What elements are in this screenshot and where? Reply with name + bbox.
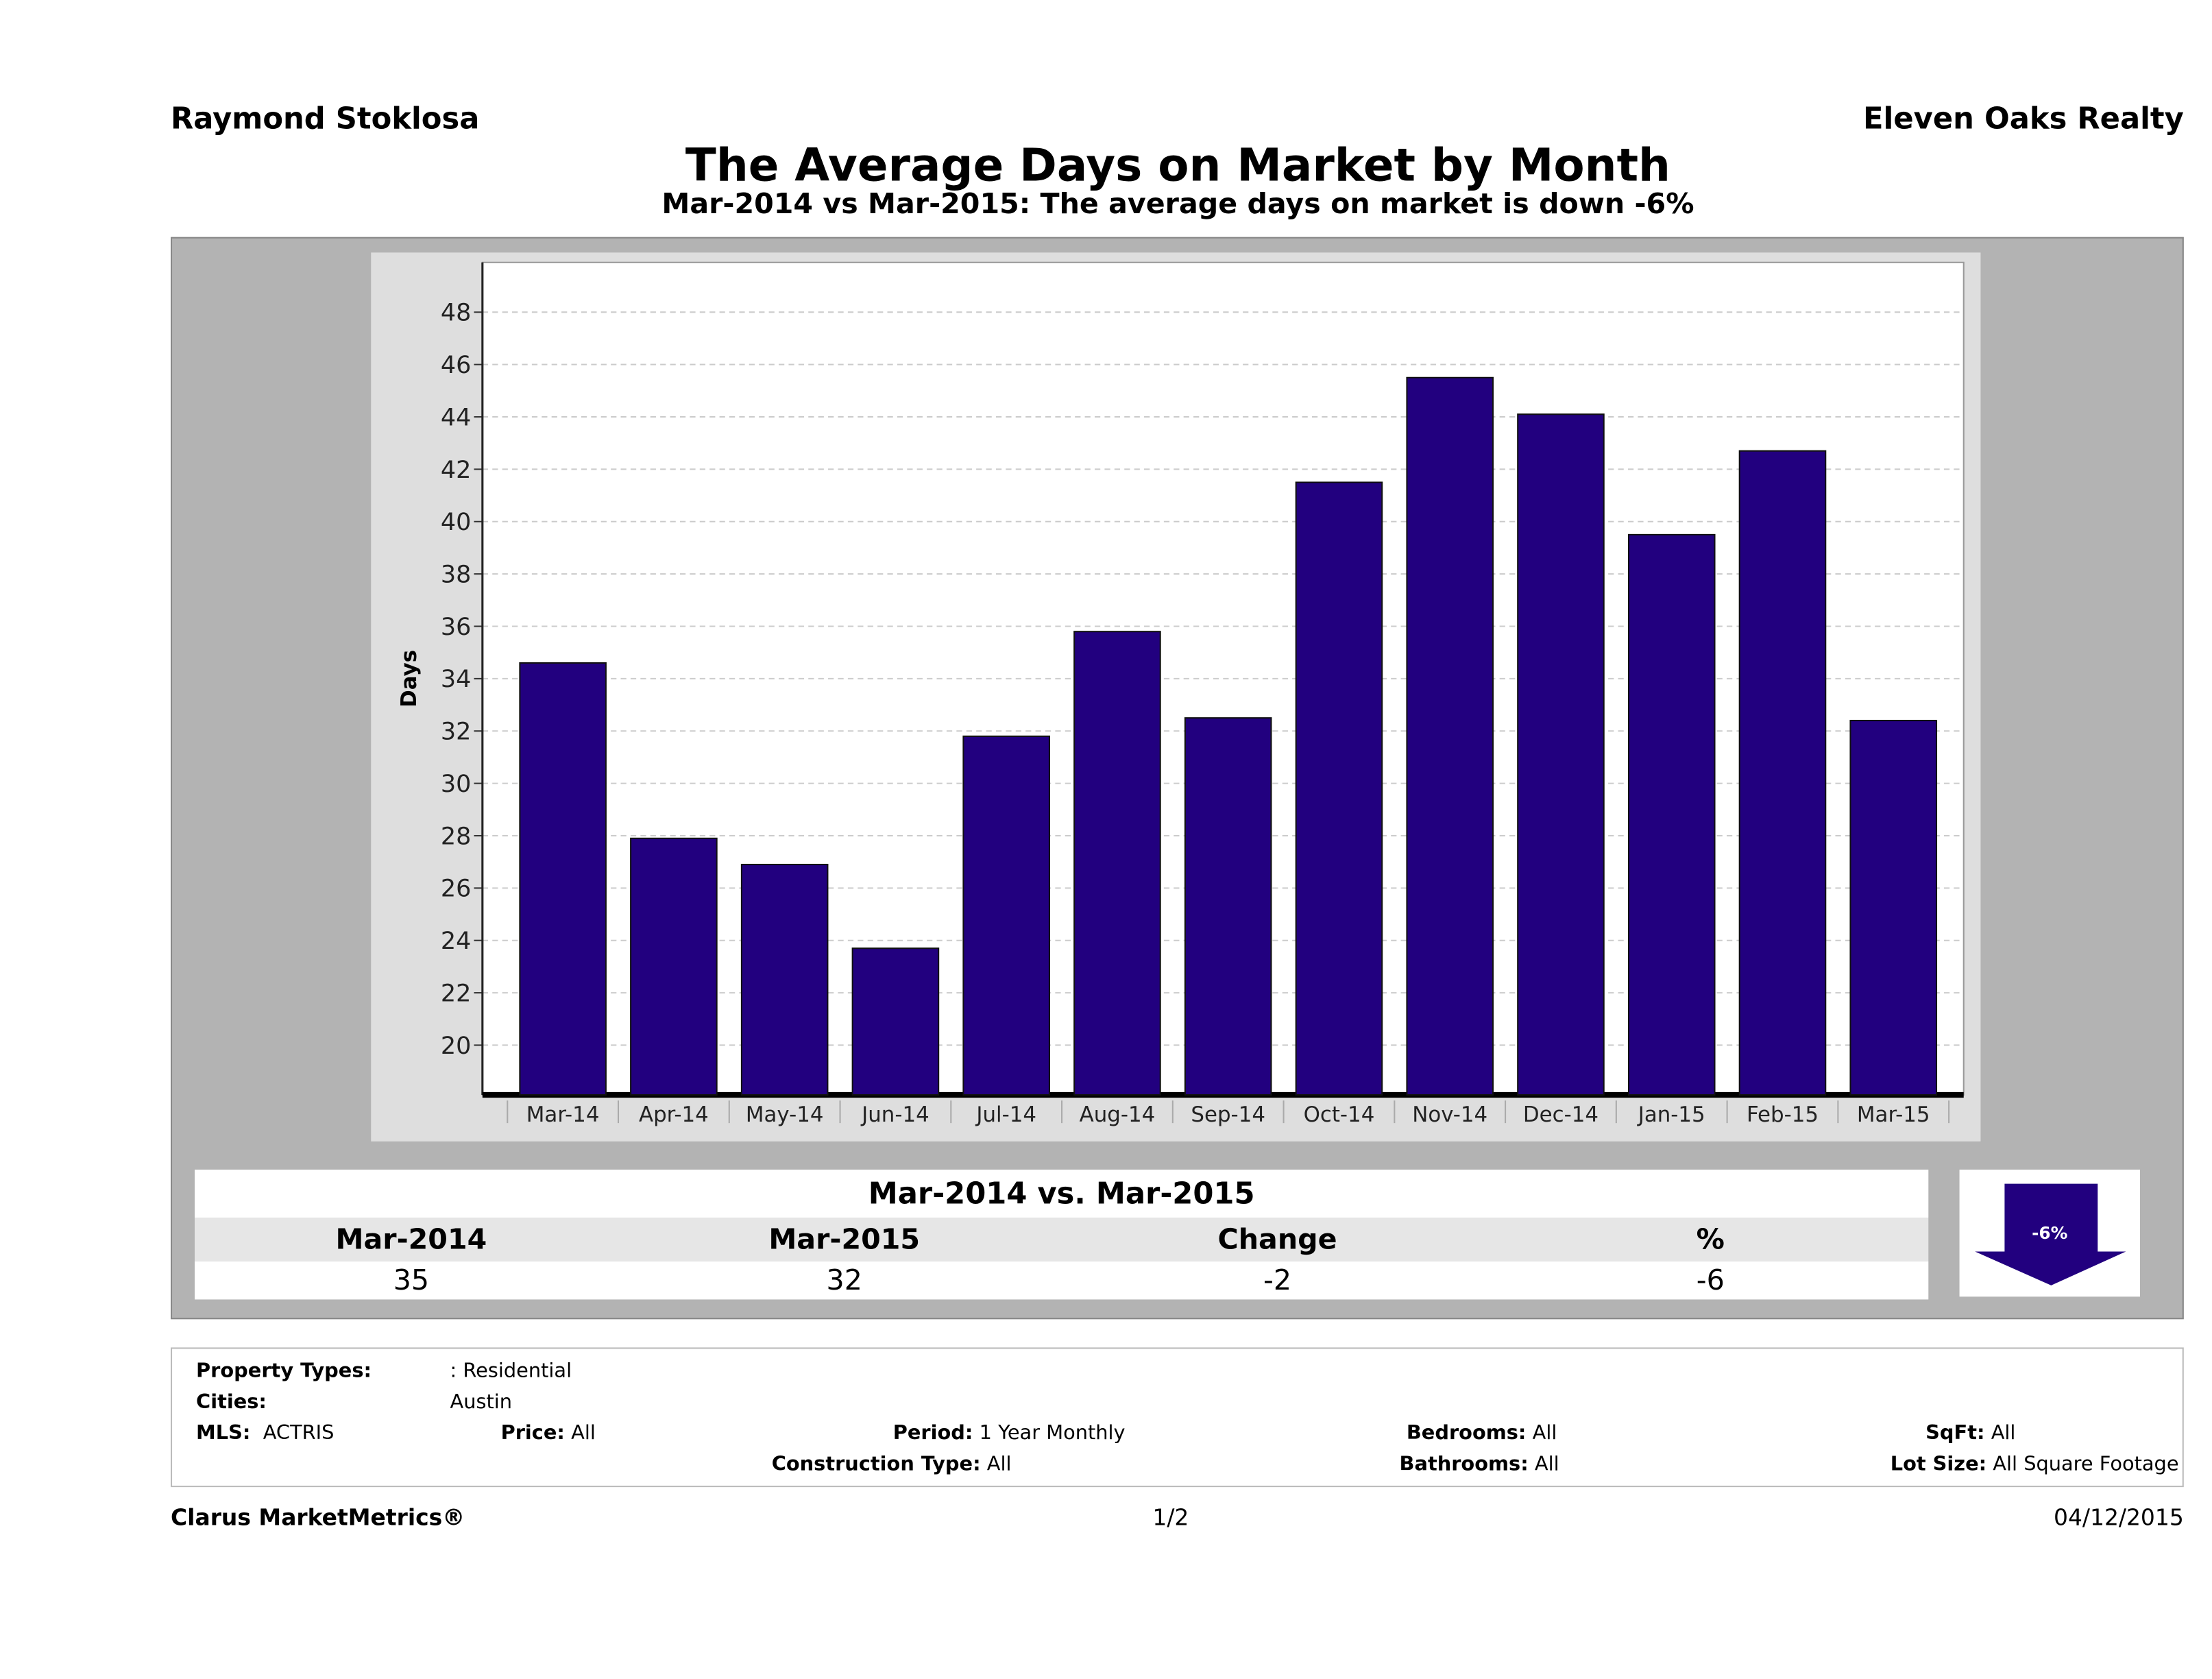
y-tick-label: 22: [441, 980, 471, 1007]
bar-dec-14: [1517, 413, 1605, 1096]
x-tick-label: Feb-15: [1747, 1102, 1819, 1127]
agent-name: Raymond Stoklosa: [171, 101, 480, 136]
footer-date: 04/12/2015: [2053, 1503, 2184, 1531]
bar-mar-14: [519, 662, 607, 1096]
y-tick-label: 38: [441, 561, 471, 589]
comparison-table: Mar-2014 vs. Mar-2015 Mar-2014 Mar-2015 …: [195, 1170, 1929, 1300]
x-tick-label: Nov-14: [1412, 1102, 1487, 1127]
x-tick-label: Dec-14: [1523, 1102, 1599, 1127]
footer-page-number: 1/2: [1152, 1503, 1189, 1531]
x-tick-label: Sep-14: [1191, 1102, 1265, 1127]
y-tick-label: 40: [441, 509, 471, 536]
y-tick-label: 32: [441, 718, 471, 746]
change-badge-label: -6%: [2032, 1223, 2068, 1244]
property-types-label: Property Types:: [196, 1360, 372, 1383]
x-tick-label: Oct-14: [1304, 1102, 1375, 1127]
y-tick-label: 30: [441, 771, 471, 798]
value-change: -2: [1263, 1262, 1292, 1297]
bar-jan-15: [1627, 533, 1716, 1096]
brokerage-name: Eleven Oaks Realty: [1863, 101, 2184, 136]
header-mar-2014: Mar-2014: [335, 1222, 487, 1256]
bedrooms-label: Bedrooms:: [1406, 1422, 1527, 1445]
mls-label: MLS:: [196, 1422, 251, 1445]
comparison-title: Mar-2014 vs. Mar-2015: [868, 1176, 1255, 1211]
y-tick-label: 24: [441, 928, 471, 955]
construction-type-value: All: [986, 1453, 1012, 1476]
y-axis-label: Days: [397, 650, 422, 708]
header-percent: %: [1696, 1222, 1725, 1256]
bedrooms-value: All: [1532, 1422, 1557, 1445]
value-mar-2015: 32: [826, 1262, 862, 1297]
property-types-value: : Residential: [450, 1360, 572, 1383]
price-value: All: [571, 1422, 596, 1445]
period-value: 1 Year Monthly: [979, 1422, 1126, 1445]
x-tick-label: Aug-14: [1080, 1102, 1156, 1127]
bathrooms-value: All: [1534, 1453, 1559, 1476]
filter-criteria: Property Types: : Residential Cities: Au…: [171, 1347, 2184, 1488]
x-tick-label: Mar-14: [526, 1102, 600, 1127]
y-tick-label: 20: [441, 1032, 471, 1060]
bar-nov-14: [1406, 376, 1494, 1096]
y-tick-label: 44: [441, 404, 471, 431]
y-tick-label: 28: [441, 823, 471, 850]
lot-size-label: Lot Size:: [1890, 1453, 1987, 1476]
value-mar-2014: 35: [393, 1262, 430, 1297]
bar-aug-14: [1073, 631, 1161, 1096]
price-label: Price:: [500, 1422, 565, 1445]
period-label: Period:: [892, 1422, 973, 1445]
y-tick-label: 26: [441, 875, 471, 903]
x-tick-label: Jan-15: [1637, 1102, 1705, 1127]
y-tick-label: 34: [441, 666, 471, 693]
mls-value: ACTRIS: [263, 1422, 335, 1445]
y-tick-label: 46: [441, 352, 471, 379]
chart-panel: Mar-14 Apr-14 May-14 Jun-14 Jul-14 Aug-14 Sep-…: [171, 237, 2184, 1320]
y-tick-label: 48: [441, 300, 471, 327]
bathrooms-label: Bathrooms:: [1399, 1453, 1529, 1476]
footer-brand: Clarus MarketMetrics®: [171, 1503, 465, 1531]
x-tick-label: Jun-14: [860, 1102, 929, 1127]
cities-value: Austin: [450, 1391, 513, 1414]
down-arrow-icon: [1975, 1183, 2126, 1285]
x-tick-label: Apr-14: [639, 1102, 709, 1127]
x-tick-label: May-14: [746, 1102, 824, 1127]
change-badge: -6%: [1959, 1170, 2140, 1297]
bar-mar-15: [1849, 719, 1938, 1096]
comparison-title-row: Mar-2014 vs. Mar-2015: [195, 1170, 1929, 1218]
header-mar-2015: Mar-2015: [768, 1222, 921, 1256]
bar-jul-14: [962, 735, 1050, 1096]
sqft-label: SqFt:: [1925, 1422, 1985, 1445]
bar-oct-14: [1295, 481, 1383, 1096]
bar-feb-15: [1738, 450, 1827, 1096]
bar-may-14: [740, 863, 829, 1096]
comparison-values-row: 35 32 -2 -6: [195, 1261, 1929, 1300]
x-tick-label: Mar-15: [1857, 1102, 1930, 1127]
bar-jun-14: [851, 947, 940, 1096]
y-tick-label: 42: [441, 457, 471, 484]
sqft-value: All: [1991, 1422, 2016, 1445]
bar-chart: Mar-14 Apr-14 May-14 Jun-14 Jul-14 Aug-14 Sep-…: [397, 261, 1965, 1127]
chart-container: Mar-14 Apr-14 May-14 Jun-14 Jul-14 Aug-14 Sep-…: [371, 252, 1981, 1142]
cities-label: Cities:: [196, 1391, 267, 1414]
y-tick-label: 36: [441, 614, 471, 641]
lot-size-value: All Square Footage: [1993, 1453, 2179, 1476]
construction-type-label: Construction Type:: [771, 1453, 981, 1476]
comparison-header-row: Mar-2014 Mar-2015 Change %: [195, 1218, 1929, 1261]
bar-apr-14: [630, 837, 718, 1096]
page-subtitle: Mar-2014 vs Mar-2015: The average days o…: [661, 186, 1694, 221]
value-percent: -6: [1696, 1262, 1725, 1297]
x-tick-label: Jul-14: [975, 1102, 1036, 1127]
header-change: Change: [1217, 1222, 1337, 1256]
page-title: The Average Days on Market by Month: [685, 138, 1670, 192]
bar-sep-14: [1184, 717, 1272, 1096]
